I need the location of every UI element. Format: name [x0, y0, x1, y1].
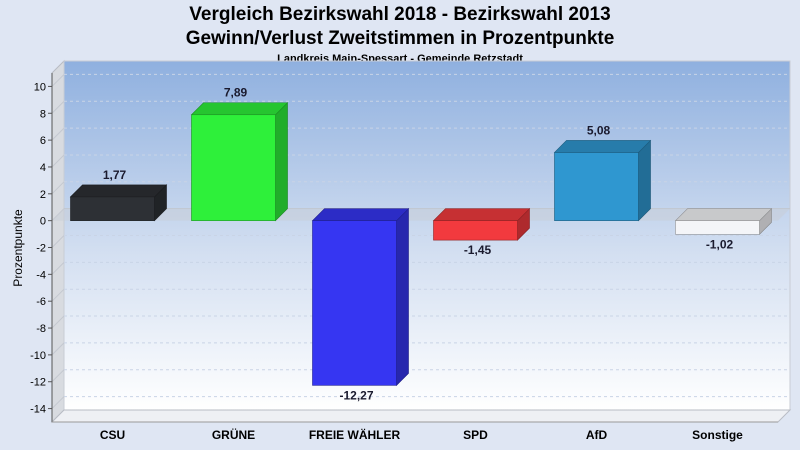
- chart-title-line2: Gewinn/Verlust Zweitstimmen in Prozentpu…: [185, 28, 615, 49]
- x-tick-label: AfD: [586, 428, 608, 442]
- bar-top: [190, 102, 289, 116]
- data-label: -1,45: [464, 243, 492, 257]
- y-tick-label: -10: [30, 350, 46, 362]
- bar-top: [69, 184, 168, 198]
- plot-floor: [50, 409, 792, 423]
- bar-side: [275, 102, 288, 222]
- bar-sonstige: [674, 207, 773, 236]
- value-labels: 1,77 7,89 -12,27 -1,45 5,08 -1,02: [103, 86, 734, 403]
- bar-front: [70, 196, 155, 221]
- y-axis: 10 8 6 4 2 0 -2 -4 -6 -8 -10 -12 -14: [30, 73, 53, 422]
- y-tick-label: -6: [36, 296, 46, 308]
- gridline-wall: [51, 235, 65, 248]
- data-label: 5,08: [587, 123, 611, 137]
- y-tick-label: 0: [40, 216, 46, 228]
- data-label: 7,89: [224, 86, 248, 100]
- gridline-wall: [51, 127, 65, 141]
- data-label: 1,77: [103, 168, 127, 182]
- bars: [69, 102, 773, 387]
- bar-front: [191, 114, 276, 221]
- bar-top: [553, 140, 652, 153]
- y-tick-label: 10: [34, 81, 46, 93]
- bar-side: [396, 207, 409, 387]
- bar-gr-ne: [190, 102, 289, 222]
- gridline-wall: [51, 288, 65, 302]
- bar-front: [433, 220, 518, 241]
- bar-side: [638, 139, 651, 222]
- bar-spd: [432, 207, 531, 241]
- gridline-wall: [51, 74, 65, 87]
- gridline-wall: [51, 181, 65, 195]
- gridline-wall: [51, 369, 65, 383]
- x-tick-label: FREIE WÄHLER: [309, 427, 401, 442]
- bar-front: [312, 220, 397, 386]
- y-tick-label: -2: [36, 243, 46, 255]
- y-tick-label: 8: [40, 108, 46, 120]
- gridline-wall: [51, 100, 65, 114]
- data-label: -12,27: [339, 388, 373, 402]
- y-tick-label: -8: [36, 323, 46, 335]
- data-label: -1,02: [706, 237, 734, 251]
- chart-title: Vergleich Bezirkswahl 2018 - Bezirkswahl…: [189, 4, 611, 25]
- y-tick-label: -14: [30, 404, 46, 416]
- gridline-wall: [51, 315, 65, 329]
- gridline-wall: [51, 154, 65, 168]
- x-axis: CSU GRÜNE FREIE WÄHLER SPD AfD Sonstige: [52, 421, 778, 442]
- y-axis-label: Prozentpunkte: [11, 209, 25, 287]
- y-tick-label: 6: [40, 135, 46, 147]
- bar-front: [675, 220, 760, 235]
- bar-top: [432, 208, 531, 221]
- y-tick-label: 2: [40, 189, 46, 201]
- bar-freie-w-hler: [311, 207, 410, 387]
- x-tick-label: GRÜNE: [212, 427, 255, 442]
- plot-background: [50, 59, 792, 424]
- y-tick-label: -4: [36, 269, 46, 281]
- bar-front: [554, 152, 639, 221]
- bar-afd: [553, 139, 652, 222]
- gridline-wall: [51, 261, 65, 275]
- gridline-wall: [51, 342, 65, 356]
- y-tick-label: 4: [40, 162, 46, 174]
- x-tick-label: SPD: [463, 428, 488, 442]
- gridline-wall: [51, 396, 65, 409]
- x-tick-label: Sonstige: [692, 428, 743, 442]
- bar-top: [311, 208, 410, 221]
- y-tick-label: -12: [30, 377, 46, 389]
- x-tick-label: CSU: [100, 428, 125, 442]
- bar-top: [674, 208, 773, 221]
- bar-csu: [69, 184, 168, 222]
